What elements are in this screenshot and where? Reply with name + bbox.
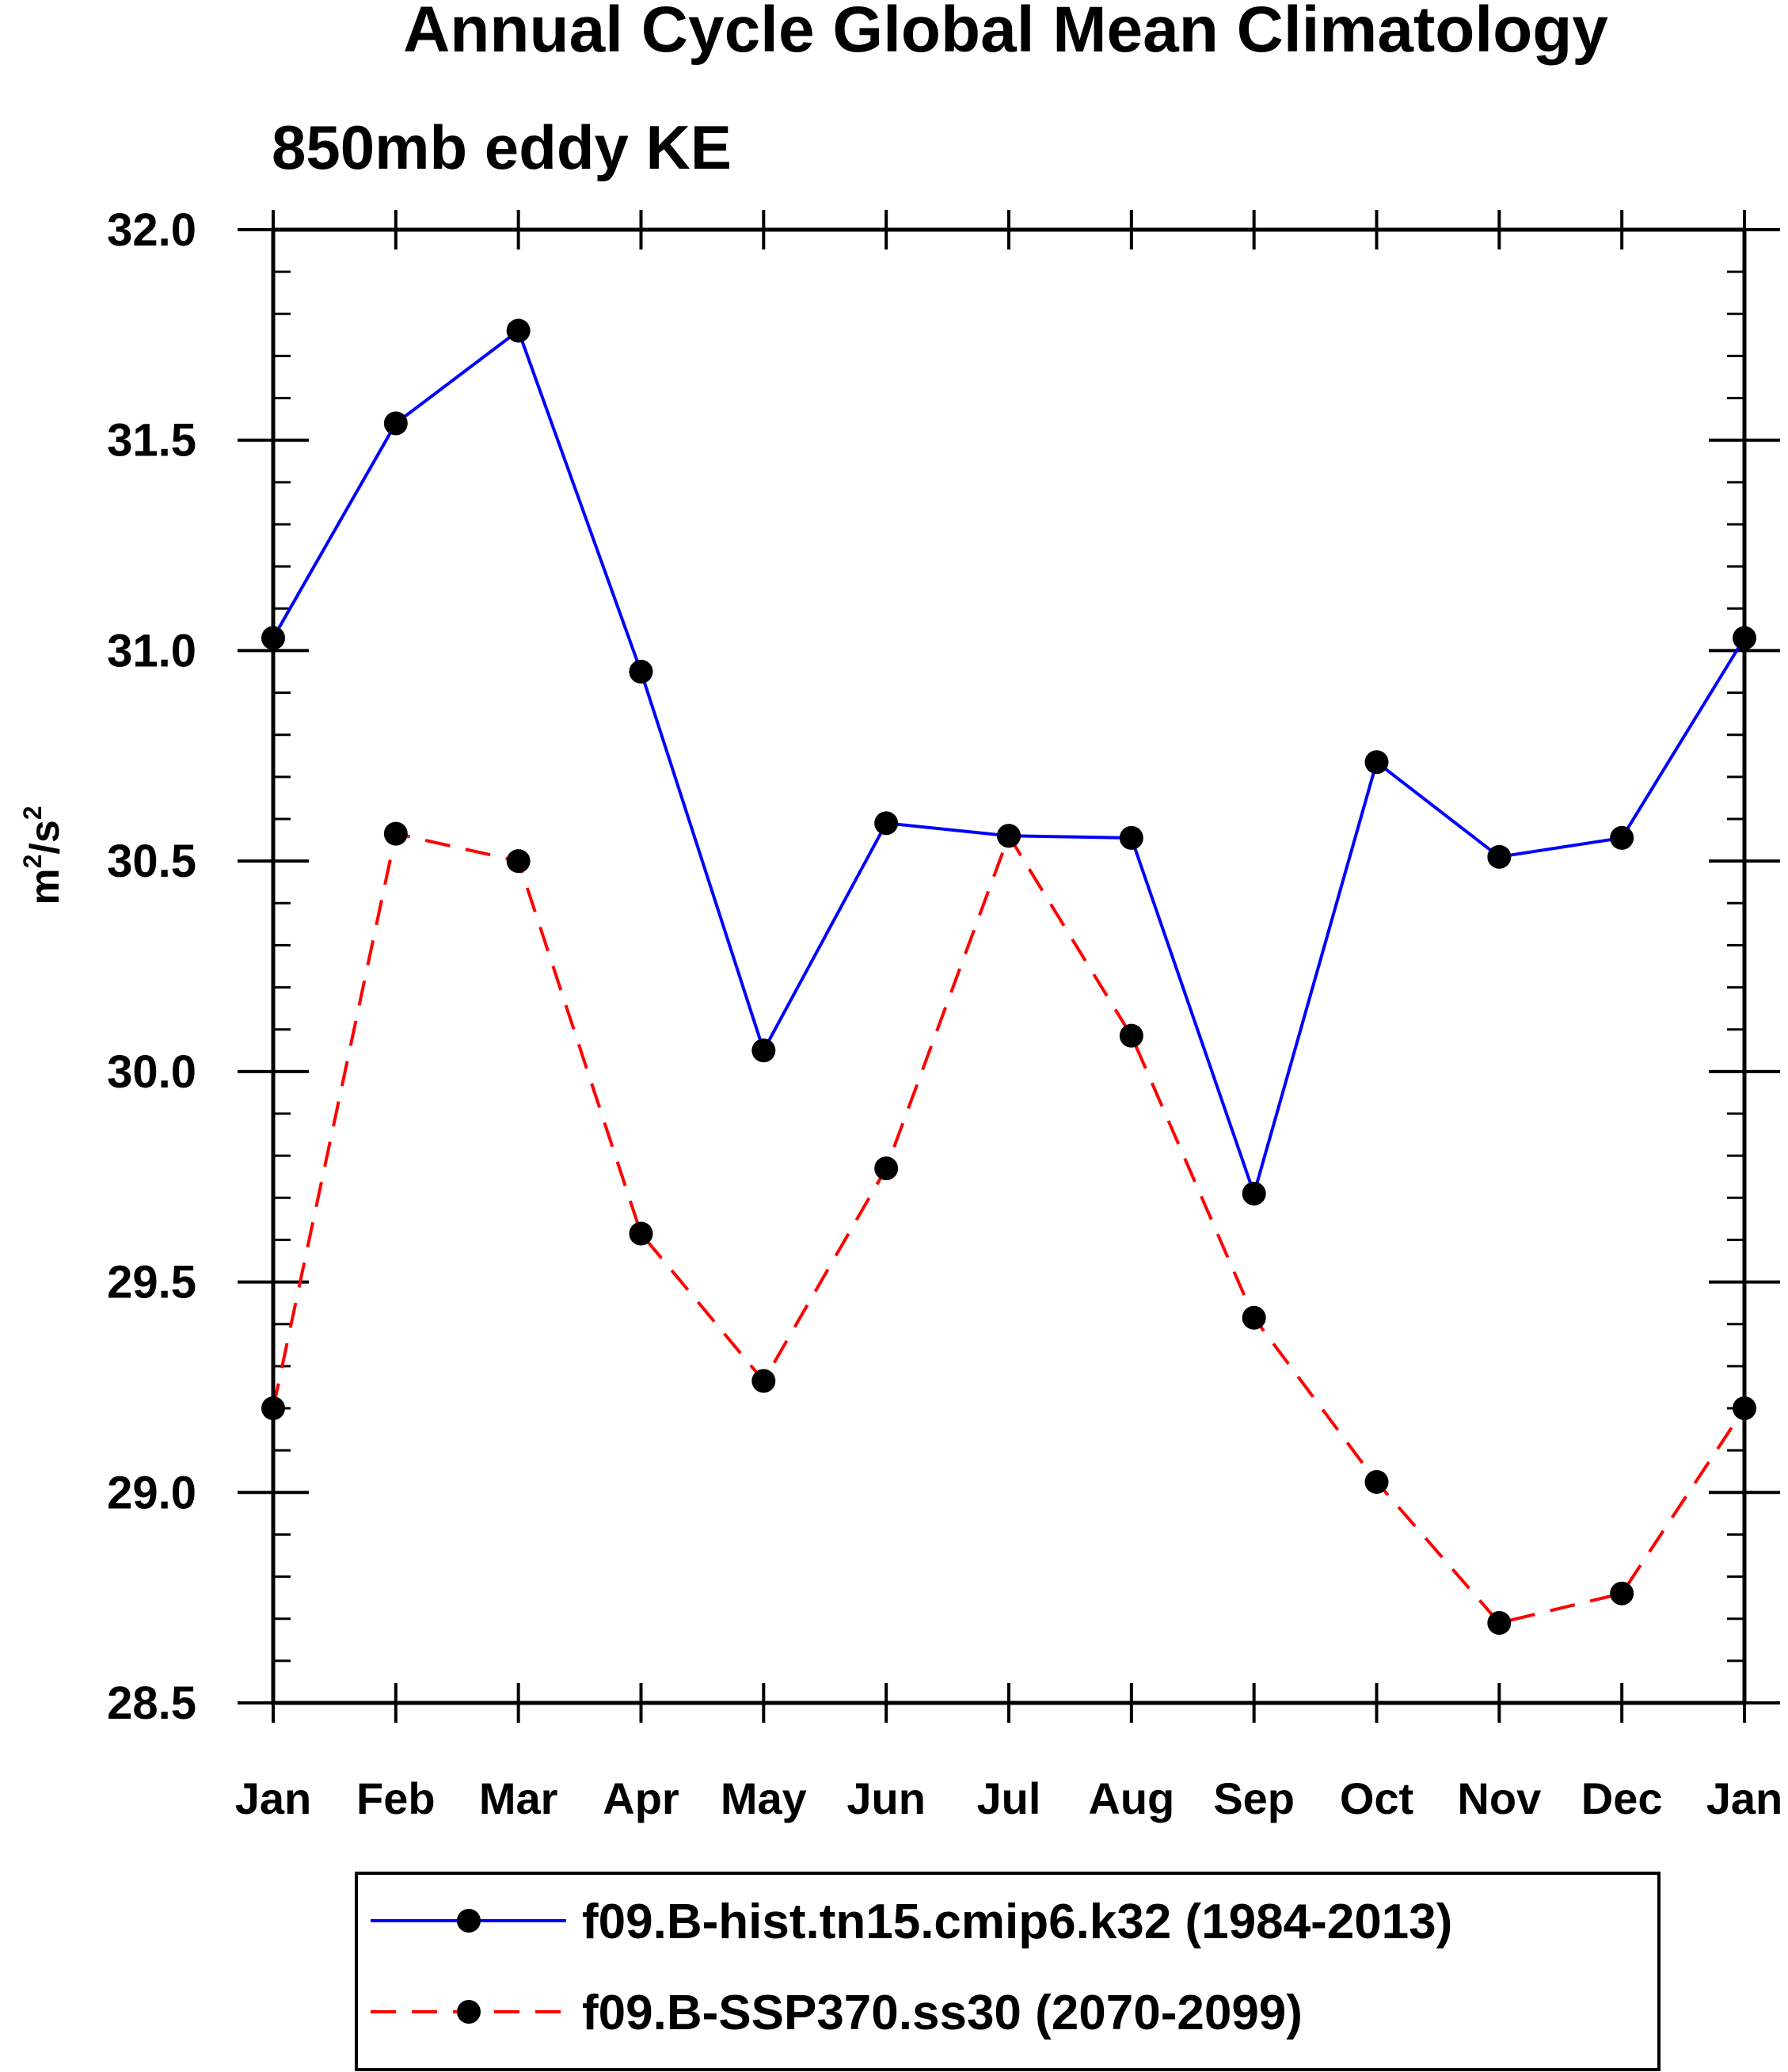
plot-frame [271, 227, 1747, 1705]
data-point [1487, 844, 1512, 869]
y-axis-label: m2/s2 [18, 806, 68, 905]
y-tick-label: 28.5 [107, 1678, 196, 1729]
y-tick-label: 31.5 [107, 415, 196, 467]
x-tick-label: Oct [1340, 1773, 1413, 1823]
legend-label: f09.B-SSP370.ss30 (2070-2099) [582, 1986, 1303, 2040]
y-tick-labels: 28.5 29.0 29.5 30.0 30.5 31.0 31.5 32.0 [107, 204, 196, 1729]
data-point [1119, 825, 1143, 850]
data-point [1364, 1470, 1389, 1494]
legend-label: f09.B-hist.tn15.cmip6.k32 (1984-2013) [582, 1895, 1452, 1949]
data-point [506, 849, 531, 874]
series-0 [261, 318, 1756, 1205]
y-tick-label: 29.0 [107, 1467, 196, 1518]
x-tick-labels: Jan Feb Mar Apr May Jun Jul Aug Sep Oct Nov Dec Jan [235, 1773, 1783, 1823]
legend-entries: f09.B-hist.tn15.cmip6.k32 (1984-2013) f09… [371, 1895, 1452, 2040]
x-tick-label: Jul [977, 1773, 1041, 1823]
data-point [1242, 1305, 1266, 1330]
data-point [751, 1038, 776, 1063]
y-tick-label: 30.5 [107, 836, 196, 887]
legend-entry: f09.B-SSP370.ss30 (2070-2099) [371, 1986, 1303, 2040]
data-point [874, 811, 899, 836]
data-point [1610, 1581, 1634, 1605]
data-point [1119, 1023, 1143, 1048]
data-point [1610, 825, 1634, 850]
legend-box [355, 1872, 1661, 2071]
data-point [874, 1156, 899, 1181]
y-tick-label: 29.5 [107, 1257, 196, 1308]
x-tick-label: Jan [1706, 1773, 1783, 1823]
y-axis-label-per: /s [22, 820, 68, 854]
legend: f09.B-hist.tn15.cmip6.k32 (1984-2013) f09… [355, 1872, 1661, 2071]
y-tick-label: 30.0 [107, 1046, 196, 1098]
x-tick-label: Aug [1088, 1773, 1174, 1823]
data-point [629, 660, 653, 684]
x-tick-label: Sep [1213, 1773, 1295, 1823]
x-tick-label: Jun [846, 1773, 926, 1823]
data-point [1487, 1611, 1512, 1636]
y-tick-label: 31.0 [107, 625, 196, 676]
legend-entry: f09.B-hist.tn15.cmip6.k32 (1984-2013) [371, 1895, 1452, 1949]
y-axis-label-unit: m [22, 868, 68, 905]
x-tick-label: Nov [1457, 1773, 1541, 1823]
data-point [997, 824, 1021, 848]
x-tick-label: May [721, 1773, 807, 1823]
axis-ticks [238, 210, 1780, 1723]
series-line [272, 832, 1746, 1625]
legend-marker [457, 1909, 481, 1933]
y-axis-label-exp1: 2 [18, 855, 47, 869]
x-tick-label: Feb [356, 1773, 436, 1823]
data-point [1242, 1181, 1266, 1205]
svg-text:m2/s2: m2/s2 [18, 806, 68, 905]
x-tick-label: Apr [603, 1773, 679, 1823]
data-point [383, 411, 408, 436]
data-point [506, 318, 531, 343]
series-1 [261, 821, 1756, 1636]
chart-subtitle: 850mb eddy KE [272, 112, 732, 182]
plot-series [261, 318, 1756, 1636]
y-tick-label: 32.0 [107, 204, 196, 256]
y-axis-label-exp2: 2 [18, 806, 47, 820]
data-point [383, 821, 408, 846]
x-tick-label: Dec [1581, 1773, 1663, 1823]
x-tick-label: Jan [235, 1773, 312, 1823]
series-line [272, 328, 1746, 1199]
chart-title: Annual Cycle Global Mean Climatology [403, 0, 1608, 66]
data-point [1364, 750, 1389, 775]
data-point [629, 1221, 653, 1246]
legend-marker [457, 2000, 481, 2024]
x-tick-label: Mar [479, 1773, 558, 1823]
data-point [751, 1369, 776, 1393]
